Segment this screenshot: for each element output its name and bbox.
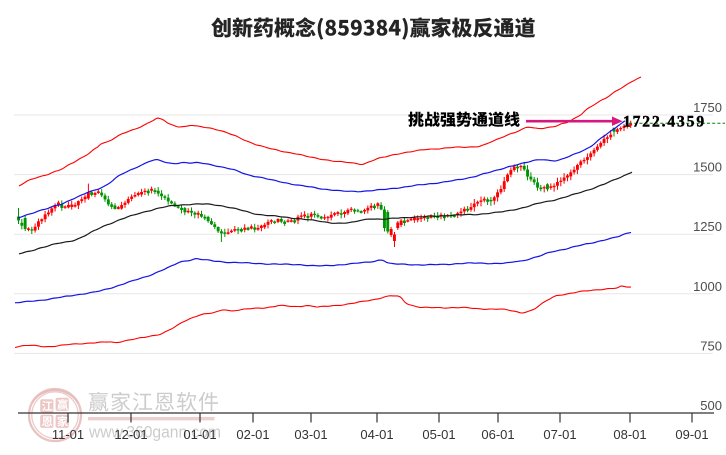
svg-text:11-01: 11-01 [52,427,84,442]
svg-text:1000: 1000 [693,279,722,294]
svg-text:1722.4359: 1722.4359 [623,113,706,130]
svg-text:08-01: 08-01 [613,427,646,442]
svg-text:07-01: 07-01 [543,427,576,442]
svg-text:04-01: 04-01 [360,427,393,442]
svg-text:01-01: 01-01 [183,427,216,442]
svg-text:06-01: 06-01 [481,427,514,442]
svg-text:03-01: 03-01 [294,427,327,442]
svg-text:750: 750 [700,338,722,353]
svg-text:05-01: 05-01 [422,427,455,442]
svg-text:12-01: 12-01 [114,427,147,442]
svg-text:1500: 1500 [693,160,722,175]
svg-text:1250: 1250 [693,219,722,234]
svg-text:02-01: 02-01 [236,427,269,442]
svg-text:09-01: 09-01 [675,427,708,442]
svg-text:www.360gann.com: www.360gann.com [88,423,221,442]
svg-text:500: 500 [700,398,722,413]
svg-text:1750: 1750 [693,100,722,115]
